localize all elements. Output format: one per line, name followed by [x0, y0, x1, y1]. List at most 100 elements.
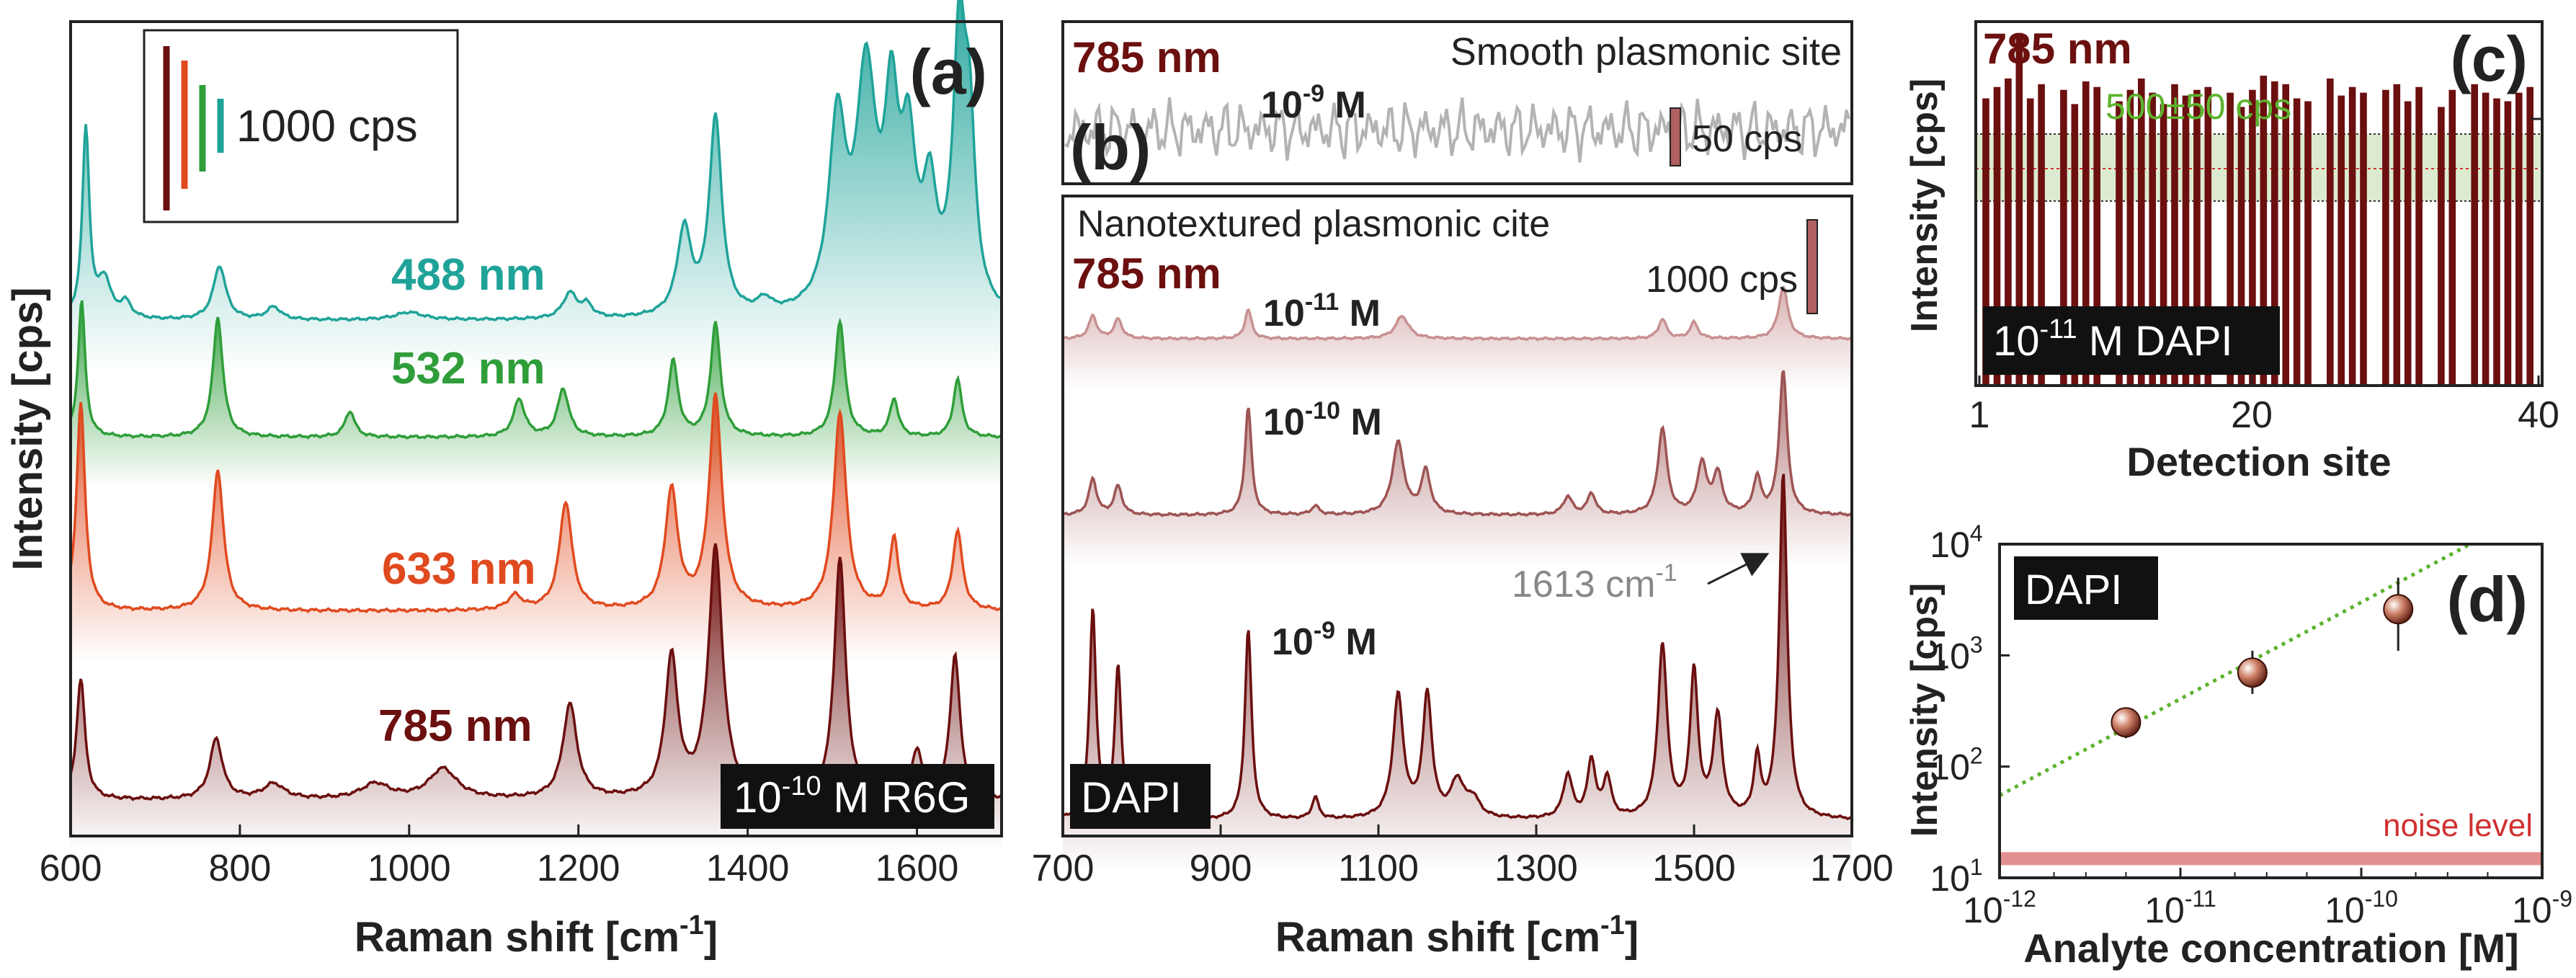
bar-site-18 — [2171, 84, 2178, 386]
bar-site-42 — [2438, 107, 2445, 386]
bar-site-4 — [2015, 32, 2023, 386]
bar-site-46 — [2482, 92, 2490, 386]
bar-site-48 — [2504, 101, 2512, 386]
panel-c: 1 20 40 785 nm 500±50 cps (c) 10-11 M DAPI… — [1904, 20, 2559, 484]
panel-d-points — [2111, 577, 2414, 739]
bar-site-29 — [2293, 98, 2301, 386]
data-point-1 — [2111, 707, 2142, 738]
panel-a: 600 800 1000 1200 1400 1600 (a) 1000 cps 488 … — [4, 0, 1003, 961]
panel-c-label: (c) — [2450, 23, 2528, 94]
bar-site-45 — [2471, 84, 2478, 386]
bar-site-6 — [2038, 84, 2045, 386]
panel-b-label: (b) — [1070, 112, 1151, 183]
series-label-633: 633 nm — [382, 544, 536, 594]
panel-c-bars — [1982, 32, 2533, 386]
panel-b-main-title: Nanotextured plasmonic cite — [1077, 203, 1550, 245]
annotation-dapi-c: 10-11 M DAPI — [1993, 314, 2233, 365]
annotation-box-dapi-c — [1983, 306, 2280, 375]
panel-d-ticks: 10-12 10-11 10-10 10-9 101 102 103 104 — [1930, 520, 2572, 930]
bar-site-14 — [2126, 89, 2134, 386]
b-tick-label-1500: 1500 — [1652, 848, 1736, 889]
bar-site-1 — [1982, 98, 1989, 386]
spectrum-532nm-line — [69, 300, 1002, 440]
annotation-box-dapi-d — [2014, 556, 2158, 620]
bar-site-28 — [2282, 84, 2289, 386]
panel-b-smooth-spectrum — [1064, 97, 1850, 163]
d-xtick-label--11: 10-11 — [2144, 886, 2216, 930]
b-tick-label-1100: 1100 — [1338, 848, 1419, 889]
d-ytick-label-4: 104 — [1930, 520, 1982, 565]
panel-b-top-concentration: 10-9 M — [1261, 80, 1366, 126]
spectrum-b--11-fill — [1063, 287, 1852, 389]
bar-site-8 — [2060, 89, 2067, 386]
panel-b: 785 nm Smooth plasmonic site 10-9 M 50 c… — [1032, 20, 1894, 961]
bar-site-35 — [2360, 92, 2367, 386]
a-tick-label-1400: 1400 — [706, 848, 790, 889]
noise-band — [2000, 852, 2542, 866]
a-tick-label-600: 600 — [40, 848, 102, 889]
bar-site-17 — [2160, 104, 2167, 386]
fit-line — [1998, 542, 2472, 797]
bar-site-15 — [2138, 78, 2145, 386]
annotation-dapi-d: DAPI — [2025, 566, 2122, 613]
annotation-box-r6g — [721, 764, 994, 829]
panel-a-y-axis-label: Intensity [cps] — [4, 287, 51, 570]
panel-d: 10-12 10-11 10-10 10-9 101 102 103 104 DAPI (d)… — [1904, 520, 2572, 971]
spectrum-633nm-fill — [71, 392, 1002, 662]
panel-b-main-frame — [1061, 195, 1853, 837]
bar-site-37 — [2382, 89, 2389, 386]
bar-site-39 — [2404, 101, 2412, 386]
panel-a-frame — [69, 20, 1003, 837]
bar-site-43 — [2448, 89, 2456, 386]
series-label-532: 532 nm — [391, 344, 545, 394]
b-tick-label-1700: 1700 — [1810, 848, 1894, 889]
spectrum-488nm-line — [69, 0, 1002, 322]
d-ytick-label-2: 102 — [1930, 743, 1982, 788]
bar-site-2 — [1993, 86, 2001, 386]
spectrum-785nm-line — [69, 543, 1002, 801]
bar-site-13 — [2116, 101, 2123, 386]
spectrum-532nm-fill — [71, 301, 1002, 488]
spectrum-633nm-line — [69, 392, 1002, 613]
bar-site-10 — [2082, 81, 2090, 386]
annotation-r6g: 10-10 M R6G — [734, 771, 970, 822]
panel-b-top-frame — [1061, 20, 1853, 185]
d-ytick-label-1: 101 — [1930, 854, 1982, 899]
bar-site-50 — [2526, 86, 2533, 386]
spectrum-488nm-fill — [71, 0, 1002, 371]
bar-site-11 — [2093, 86, 2100, 386]
panel-b-top-scale-bar — [1670, 107, 1681, 166]
panel-c-y-axis-label: Intensity [cps] — [1904, 79, 1946, 333]
bar-site-21 — [2204, 86, 2212, 386]
peak-annotation-arrow — [1707, 553, 1770, 585]
bar-site-5 — [2026, 98, 2034, 386]
annotation-box-dapi-b — [1070, 764, 1211, 829]
panel-b-spectra — [1062, 285, 1853, 871]
b-tick-label-700: 700 — [1032, 848, 1095, 889]
bar-site-38 — [2393, 84, 2401, 386]
bar-site-23 — [2227, 92, 2234, 386]
band-label: 500±50 cps — [2105, 86, 2291, 127]
scale-bar-legend-box — [143, 29, 459, 223]
panel-b-x-axis-label: Raman shift [cm-1] — [1275, 910, 1639, 961]
bar-site-9 — [2071, 104, 2079, 386]
data-point-2 — [2237, 657, 2268, 688]
panel-b-top-scale-label: 50 cps — [1692, 118, 1802, 160]
bar-site-32 — [2327, 78, 2334, 386]
bar-site-40 — [2415, 86, 2423, 386]
peak-annotation-1613: 1613 cm-1 — [1512, 559, 1677, 605]
series-label-1e-10: 10-10 M — [1263, 397, 1382, 443]
bar-site-25 — [2249, 89, 2256, 386]
b-tick-label-1300: 1300 — [1494, 848, 1578, 889]
spectrum-b--10-line — [1062, 370, 1853, 517]
scale-bar-label: 1000 cps — [236, 102, 418, 151]
panel-b-main-scale-label: 1000 cps — [1646, 259, 1798, 301]
panel-a-x-ticks: 600 800 1000 1200 1400 1600 — [40, 824, 958, 889]
a-tick-label-1000: 1000 — [367, 848, 451, 889]
bar-site-20 — [2193, 89, 2201, 386]
data-point-3 — [2383, 594, 2414, 625]
bar-site-24 — [2237, 107, 2245, 386]
bar-site-26 — [2260, 76, 2268, 386]
bar-site-30 — [2304, 101, 2312, 386]
c-tick-label-40: 40 — [2518, 394, 2559, 436]
